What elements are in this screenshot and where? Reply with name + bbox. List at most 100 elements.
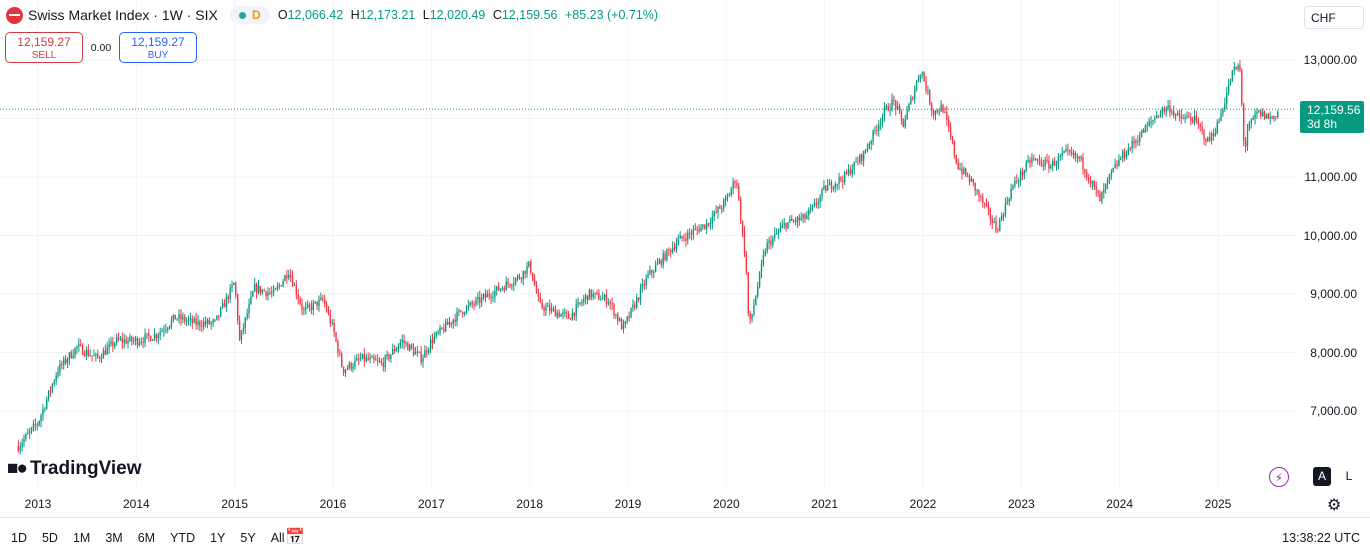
candle-body bbox=[1072, 152, 1075, 155]
candle-body bbox=[1144, 125, 1147, 133]
candle-body bbox=[219, 307, 222, 317]
candle-body bbox=[758, 272, 761, 287]
range-1m[interactable]: 1M bbox=[72, 531, 91, 545]
candle-body bbox=[376, 360, 379, 362]
goto-date-calendar-icon[interactable]: 📅 bbox=[285, 529, 305, 546]
candle-body bbox=[240, 330, 243, 340]
candle-body bbox=[995, 221, 997, 231]
candle-body bbox=[535, 285, 538, 293]
candle-body bbox=[1173, 111, 1175, 116]
candle-body bbox=[1260, 110, 1262, 117]
y-tick-label: 7,000.00 bbox=[1310, 404, 1357, 418]
candle-body bbox=[700, 226, 702, 232]
candle-body bbox=[747, 272, 749, 314]
candle-body bbox=[202, 321, 205, 327]
y-tick-label: 13,000.00 bbox=[1303, 53, 1357, 67]
candle-body bbox=[57, 372, 59, 376]
utc-clock[interactable]: 13:38:22 UTC bbox=[1282, 531, 1360, 545]
candle-body bbox=[278, 285, 280, 287]
candle-body bbox=[501, 288, 504, 290]
candle-body bbox=[395, 348, 398, 352]
candle-body bbox=[601, 297, 604, 300]
candle-body bbox=[913, 89, 916, 100]
candle-body bbox=[1017, 180, 1020, 182]
buy-button[interactable]: 12,159.27 BUY bbox=[119, 32, 197, 63]
candle-body bbox=[1070, 152, 1073, 155]
candle-body bbox=[132, 340, 135, 342]
auto-scale-button[interactable]: A bbox=[1313, 467, 1331, 486]
range-5y[interactable]: 5Y bbox=[240, 531, 256, 545]
candle-body bbox=[567, 313, 570, 319]
candle-body bbox=[687, 232, 689, 241]
candle-body bbox=[677, 238, 680, 244]
currency-selector[interactable]: CHF bbox=[1304, 6, 1364, 29]
candle-body bbox=[1159, 112, 1162, 117]
range-3m[interactable]: 3M bbox=[105, 531, 123, 545]
candle-body bbox=[358, 358, 360, 360]
sell-button[interactable]: 12,159.27 SELL bbox=[5, 32, 83, 63]
candle-body bbox=[949, 127, 952, 137]
candle-body bbox=[675, 243, 678, 249]
candle-body bbox=[261, 289, 263, 293]
candle-body bbox=[1114, 164, 1116, 168]
candle-body bbox=[1139, 137, 1141, 142]
candle-body bbox=[690, 233, 693, 235]
candle-body bbox=[303, 309, 305, 311]
candle-body bbox=[180, 314, 182, 320]
candle-body bbox=[72, 355, 74, 358]
candle-body bbox=[571, 312, 574, 320]
candle-body bbox=[912, 97, 914, 100]
candle-body bbox=[985, 203, 988, 206]
range-1d[interactable]: 1D bbox=[11, 531, 27, 545]
candle-body bbox=[276, 286, 279, 289]
candle-body bbox=[329, 313, 332, 324]
candle-body bbox=[59, 363, 61, 373]
candle-body bbox=[862, 151, 865, 161]
candle-body bbox=[221, 303, 224, 308]
candle-body bbox=[955, 155, 957, 163]
candle-body bbox=[879, 122, 882, 125]
candle-body bbox=[1110, 171, 1113, 175]
candle-body bbox=[193, 318, 195, 323]
candle-body bbox=[603, 294, 606, 298]
symbol-title[interactable]: Swiss Market Index · 1W · SIX bbox=[28, 7, 218, 23]
candle-body bbox=[906, 110, 908, 120]
candle-body bbox=[1025, 162, 1027, 171]
price-chart[interactable] bbox=[0, 0, 1300, 490]
candle-body bbox=[1152, 120, 1154, 122]
candle-body bbox=[991, 219, 993, 223]
candle-body bbox=[647, 274, 649, 278]
candle-body bbox=[189, 318, 192, 320]
candle-body bbox=[851, 169, 853, 175]
candle-body bbox=[176, 318, 178, 320]
candle-body bbox=[696, 228, 698, 230]
candle-body bbox=[456, 311, 458, 322]
candle-body bbox=[853, 161, 855, 170]
candle-body bbox=[868, 144, 870, 149]
candle-body bbox=[367, 357, 369, 360]
candle-body bbox=[78, 343, 80, 347]
candle-body bbox=[872, 130, 874, 142]
low-label: L bbox=[422, 8, 430, 22]
range-1y[interactable]: 1Y bbox=[210, 531, 226, 545]
candle-body bbox=[182, 316, 184, 320]
range-all[interactable]: All bbox=[270, 531, 285, 545]
candle-body bbox=[974, 182, 976, 191]
x-tick-label: 2014 bbox=[122, 497, 150, 511]
range-6m[interactable]: 6M bbox=[137, 531, 156, 545]
sell-price: 12,159.27 bbox=[17, 35, 71, 49]
settings-gear-icon[interactable]: ⚙ bbox=[1327, 497, 1342, 514]
range-5d[interactable]: 5D bbox=[41, 531, 58, 545]
candle-body bbox=[732, 181, 734, 189]
candle-body bbox=[668, 249, 670, 251]
lightning-icon[interactable]: ⚡ bbox=[1269, 467, 1289, 487]
range-ytd[interactable]: YTD bbox=[170, 531, 196, 545]
candle-body bbox=[889, 109, 891, 111]
candle-body bbox=[785, 223, 787, 229]
high-value: 12,173.21 bbox=[359, 8, 416, 22]
market-status[interactable]: D bbox=[229, 6, 270, 24]
candle-body bbox=[579, 302, 581, 304]
candle-body bbox=[1120, 158, 1122, 160]
tradingview-logo[interactable]: ■● TradingView bbox=[7, 458, 142, 480]
log-scale-button[interactable]: L bbox=[1345, 469, 1353, 483]
